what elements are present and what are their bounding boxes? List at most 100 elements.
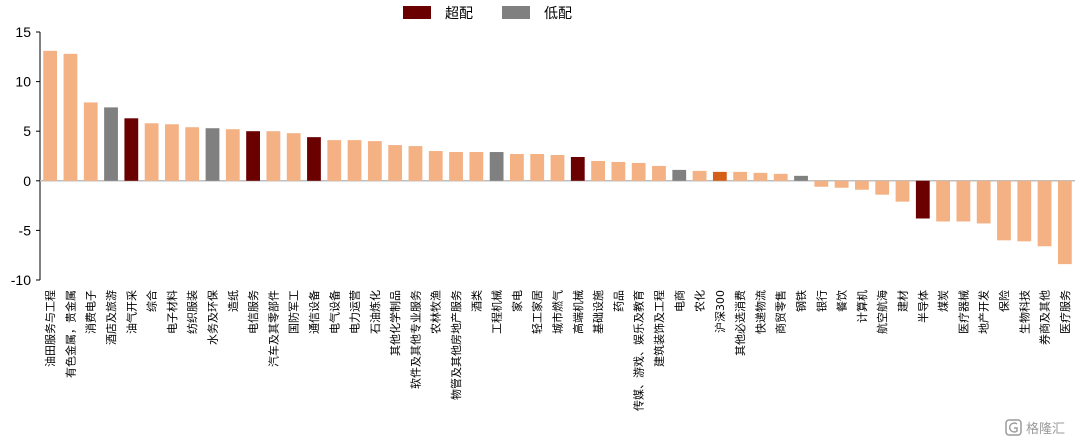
bar (347, 140, 362, 181)
bar (489, 152, 504, 181)
bar (591, 160, 605, 181)
legend-swatch-underweight (502, 6, 530, 19)
category-labels: 油田服务与工程 有色金属，贵金属 消费电子 酒店及旅游 油气开采 综合 电子材料 纺织服装 水务… (43, 290, 1072, 411)
category-label: 工程机械 (490, 290, 504, 334)
category-label: 汽车及其零部件 (266, 290, 280, 367)
category-label: 电力运营 (348, 290, 362, 334)
bar (63, 53, 78, 181)
bar (530, 154, 545, 181)
bar (266, 131, 281, 181)
bar (104, 107, 118, 181)
category-label: 高端机械 (571, 290, 585, 334)
category-label: 酒店及旅游 (104, 290, 118, 345)
watermark-text: 格隆汇 (1026, 421, 1065, 437)
bar (834, 180, 849, 188)
category-label: 沪深300 (713, 290, 727, 333)
bar (225, 129, 240, 181)
y-tick-label: 15 (15, 24, 31, 40)
category-label: 计算机 (855, 290, 869, 323)
category-label: 钢铁 (795, 290, 808, 312)
bar (855, 180, 869, 190)
category-label: 物管及其他房地产服务 (449, 290, 463, 400)
category-label: 电商 (672, 290, 686, 312)
category-label: 家电 (510, 290, 524, 312)
bar (388, 145, 403, 181)
bar (43, 50, 58, 181)
bar (124, 118, 139, 181)
bar (144, 123, 159, 181)
category-label: 半导体 (916, 290, 930, 323)
bar (814, 180, 829, 187)
bar (570, 156, 585, 181)
category-label: 地产开发 (977, 290, 991, 334)
category-label: 保险 (997, 290, 1011, 312)
y-tick-label: 10 (15, 74, 31, 90)
category-label: 油气开采 (124, 290, 138, 334)
bar (672, 169, 687, 181)
category-label: 酒类 (469, 290, 483, 312)
bar (550, 155, 565, 181)
category-label: 基础设施 (592, 290, 605, 334)
bar (794, 175, 808, 181)
category-label: 快递物流 (753, 290, 767, 334)
bar (510, 154, 524, 181)
category-label: 通信设备 (307, 290, 321, 334)
category-label: 商贸零售 (774, 290, 788, 334)
y-tick-label: 5 (23, 123, 31, 139)
category-label: 其他必选消费 (733, 290, 747, 356)
bar (733, 171, 748, 181)
legend: 超配 低配 (403, 6, 572, 22)
bar (307, 137, 321, 181)
category-label: 航空航海 (875, 290, 889, 334)
bar (449, 152, 463, 181)
watermark-g-glyph-icon (1008, 422, 1018, 433)
bar (773, 173, 788, 181)
category-label: 医疗器械 (956, 290, 970, 334)
legend-label-underweight: 低配 (544, 6, 572, 22)
category-label: 生物科技 (1017, 290, 1031, 334)
category-label: 纺织服装 (185, 290, 199, 334)
bar (83, 102, 98, 181)
category-label: 农化 (693, 290, 707, 312)
bar (408, 146, 423, 181)
bar (469, 152, 484, 181)
category-label: 建筑装饰及工程 (652, 290, 666, 367)
category-label: 轻工家居 (530, 290, 544, 334)
bar (1057, 180, 1072, 265)
bar (611, 161, 626, 181)
category-label: 医疗服务 (1058, 290, 1072, 334)
category-label: 其他化学制品 (388, 290, 402, 356)
category-label: 电信服务 (247, 290, 260, 334)
y-axis: -10 -5 0 5 10 15 (11, 24, 41, 288)
bar (367, 141, 382, 181)
watermark-logo-icon (1005, 419, 1022, 436)
bar (165, 124, 179, 181)
category-label: 农林牧渔 (429, 290, 443, 334)
category-label: 电气设备 (327, 290, 341, 334)
y-tick-label: -10 (11, 272, 31, 288)
bar (246, 131, 260, 181)
category-label: 软件及其他专业服务 (408, 290, 422, 389)
bar (631, 162, 646, 181)
legend-swatch-overweight (403, 6, 431, 19)
bar (652, 165, 666, 181)
category-label: 券商及其他 (1038, 290, 1052, 345)
category-label: 国防军工 (287, 290, 301, 334)
y-tick-label: -5 (19, 222, 32, 238)
bar (915, 180, 930, 219)
bar (286, 133, 301, 181)
category-label: 电子材料 (165, 290, 179, 334)
bar (205, 128, 220, 181)
category-label: 综合 (145, 290, 159, 312)
bar (895, 180, 910, 202)
category-label: 水务及环保 (206, 290, 220, 345)
bar (1017, 180, 1032, 242)
bar (692, 170, 707, 181)
category-label: 油田服务与工程 (43, 290, 57, 367)
bar (753, 172, 768, 181)
category-label: 药品 (612, 290, 625, 312)
bar (936, 180, 950, 222)
bar (1037, 180, 1052, 247)
category-label: 城市燃气 (551, 290, 565, 334)
